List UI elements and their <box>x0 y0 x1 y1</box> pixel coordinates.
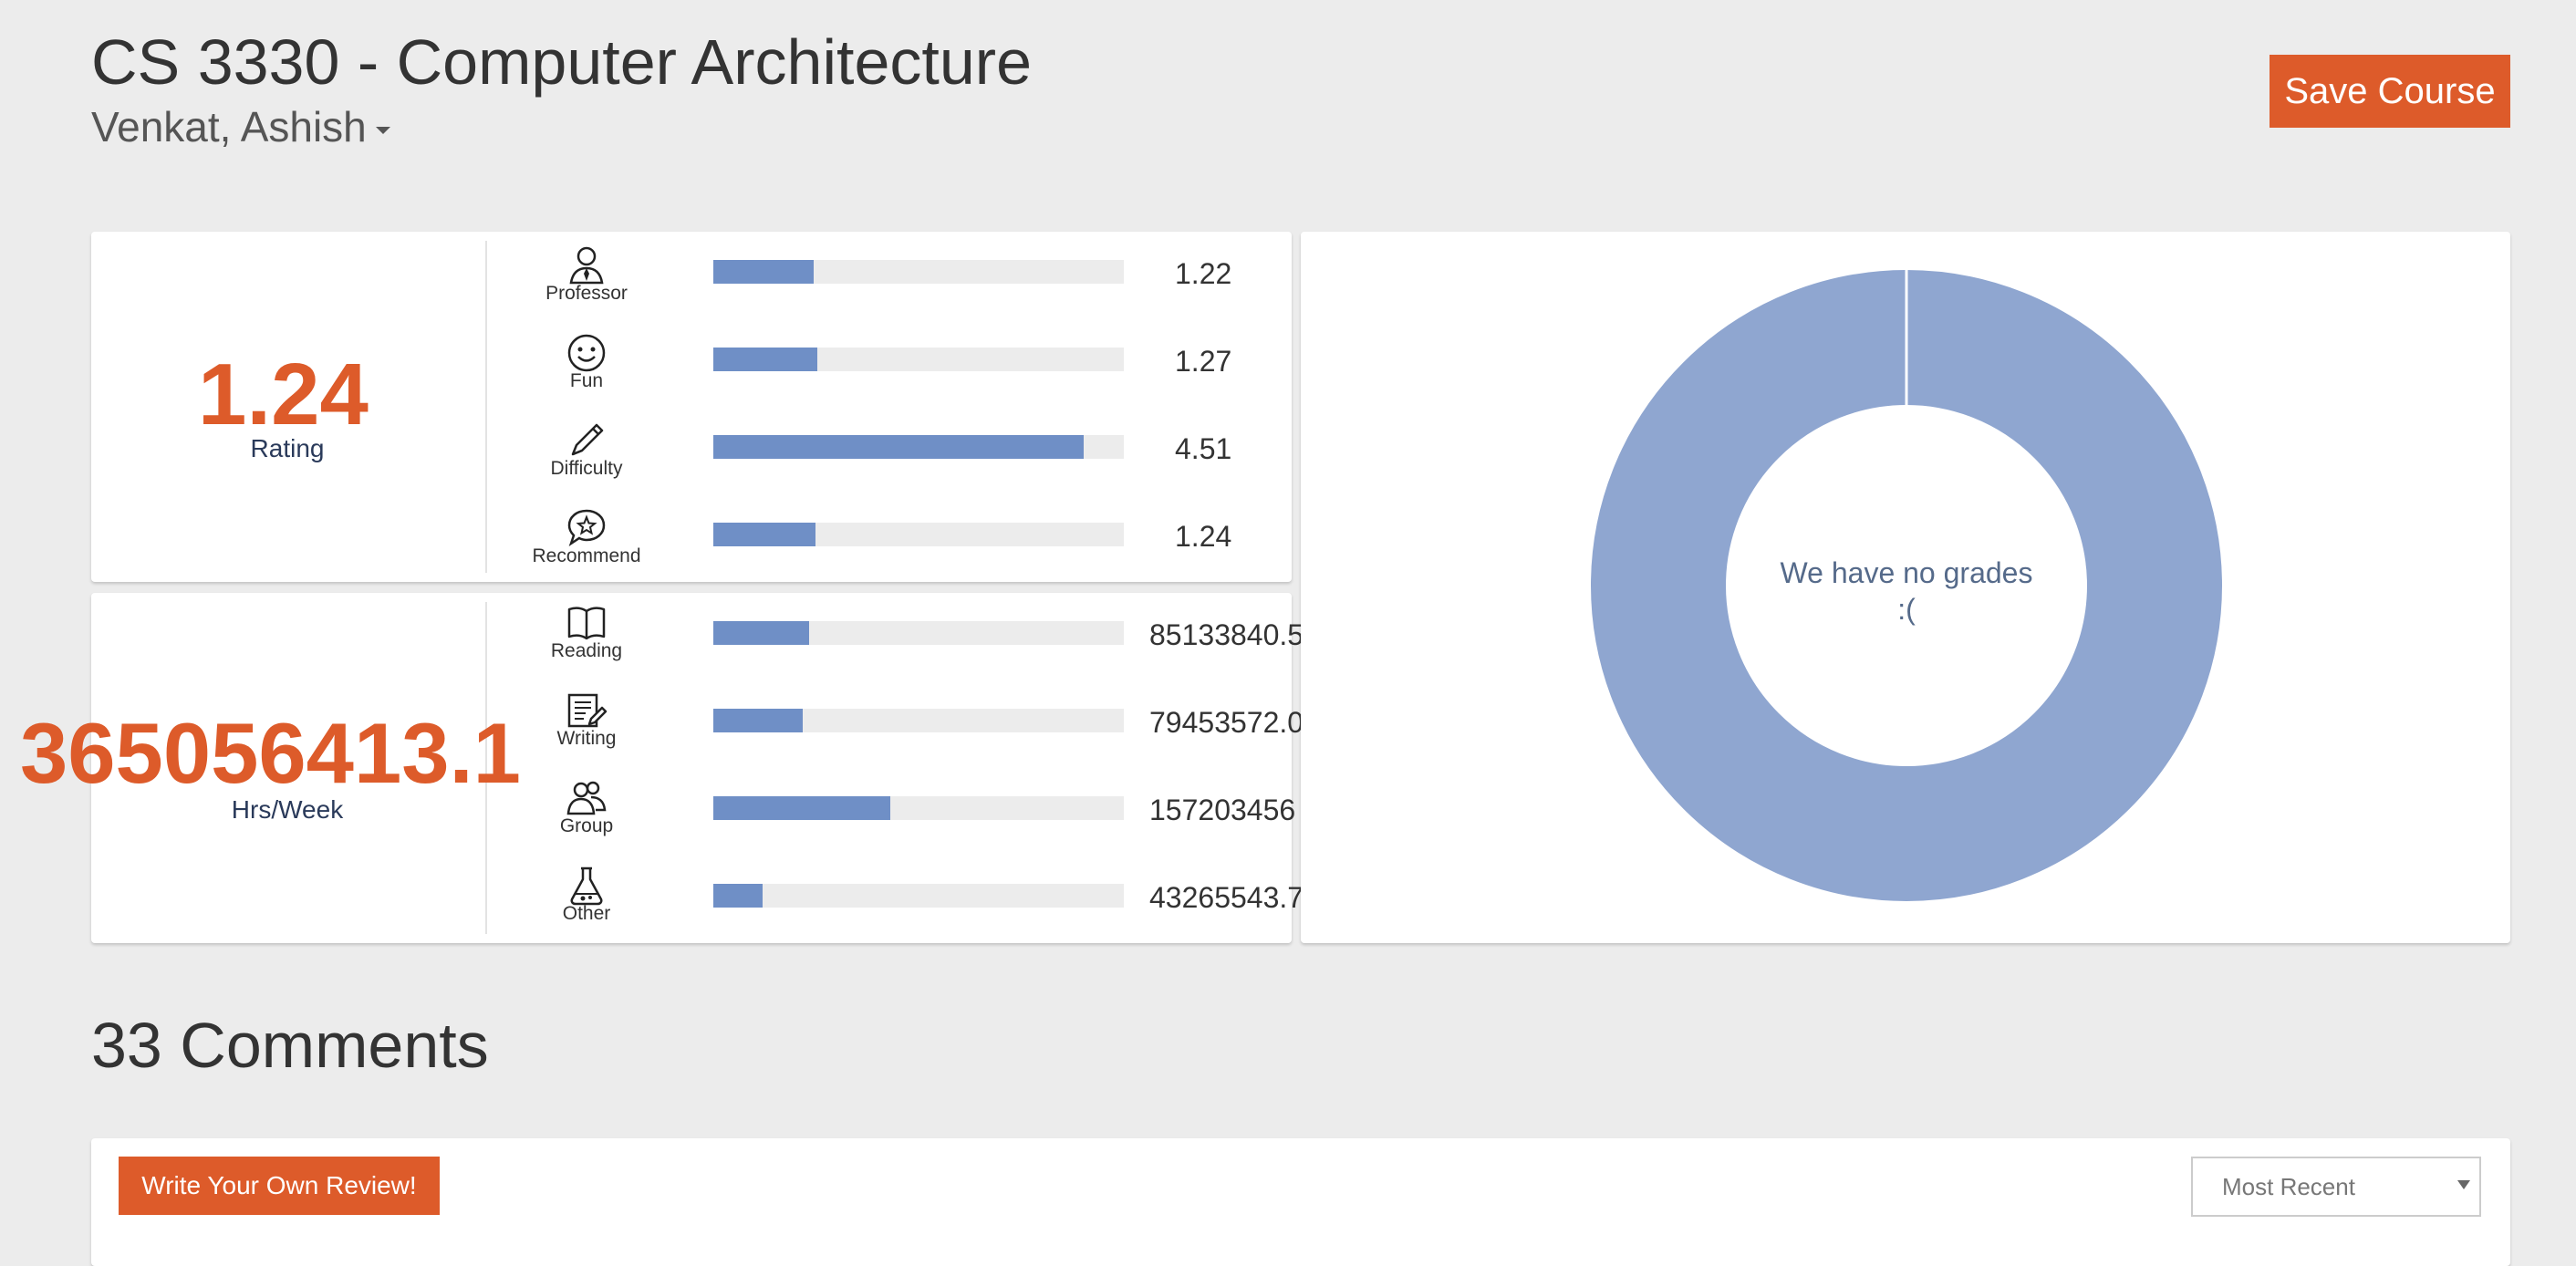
metric-bar-fun <box>713 348 1124 371</box>
professor-name: Venkat, Ashish <box>91 103 367 150</box>
no-grades-line1: We have no grades <box>1780 556 2033 589</box>
speech-star-icon <box>567 509 606 547</box>
ratings-card: 1.24 Rating Professor 1.22 Fun 1.27 Di <box>91 232 1292 582</box>
flask-icon <box>570 866 603 906</box>
metric-bar-fill-group <box>713 796 890 820</box>
ratings-divider <box>485 241 487 573</box>
dropdown-arrow-icon <box>2457 1180 2470 1189</box>
metric-label-group: Group <box>559 815 614 836</box>
metric-label-reading: Reading <box>550 640 623 661</box>
metric-value-group: 157203456 <box>1149 794 1296 826</box>
workload-card: Reading 85133840.5 Writing 79453572.0 Gr… <box>91 593 1304 943</box>
metric-bar-fill-other <box>713 884 763 908</box>
group-icon <box>566 781 607 815</box>
sort-dropdown[interactable]: Most Recent <box>2191 1157 2481 1217</box>
metric-bar-group <box>713 796 1124 820</box>
metric-label-difficulty: Difficulty <box>550 458 623 479</box>
metric-label-professor: Professor <box>545 283 628 304</box>
metric-value-fun: 1.27 <box>1175 345 1232 378</box>
metric-bar-professor <box>713 260 1124 284</box>
metric-bar-fill-difficulty <box>713 435 1084 459</box>
metric-bar-reading <box>713 621 1124 645</box>
overall-hours-value: 365056413.1 <box>20 705 521 801</box>
metric-value-difficulty: 4.51 <box>1175 432 1232 465</box>
workload-divider <box>485 602 487 934</box>
write-review-button[interactable]: Write Your Own Review! <box>119 1157 440 1215</box>
grades-donut-chart <box>1591 268 2222 901</box>
no-grades-line2: :( <box>1897 593 1916 626</box>
no-grades-message: We have no grades :( <box>1739 555 2074 628</box>
overall-rating-value: 1.24 <box>198 346 369 443</box>
professor-icon <box>569 246 604 285</box>
metric-label-fun: Fun <box>569 370 604 391</box>
metric-bar-writing <box>713 709 1124 732</box>
comments-heading: 33 Comments <box>91 1010 489 1081</box>
metric-bar-difficulty <box>713 435 1124 459</box>
metric-bar-other <box>713 884 1124 908</box>
writing-icon <box>567 693 608 728</box>
metric-bar-recommend <box>713 523 1124 546</box>
smiley-icon <box>567 334 606 372</box>
metric-bar-fill-fun <box>713 348 818 371</box>
caret-down-icon <box>375 126 390 134</box>
metric-label-other: Other <box>562 903 611 924</box>
overall-hours-label: Hrs/Week <box>231 795 344 824</box>
metric-bar-fill-professor <box>713 260 814 284</box>
metric-bar-fill-reading <box>713 621 809 645</box>
sort-selected-value: Most Recent <box>2222 1172 2355 1200</box>
metric-value-reading: 85133840.5 <box>1149 618 1304 651</box>
book-icon <box>567 607 606 640</box>
overall-rating-label: Rating <box>250 434 325 462</box>
metric-value-writing: 79453572.0 <box>1149 706 1304 739</box>
professor-dropdown[interactable]: Venkat, Ashish <box>91 102 390 151</box>
metric-bar-fill-recommend <box>713 523 815 546</box>
reviews-card <box>91 1138 2510 1266</box>
pencil-icon <box>571 423 604 456</box>
metric-label-writing: Writing <box>556 728 617 749</box>
save-course-button[interactable]: Save Course <box>2270 55 2510 128</box>
metric-bar-fill-writing <box>713 709 804 732</box>
metric-value-other: 43265543.7 <box>1149 881 1304 914</box>
metric-label-recommend: Recommend <box>532 545 641 566</box>
course-title: CS 3330 - Computer Architecture <box>91 26 1033 98</box>
metric-value-recommend: 1.24 <box>1175 520 1232 553</box>
metric-value-professor: 1.22 <box>1175 257 1232 290</box>
